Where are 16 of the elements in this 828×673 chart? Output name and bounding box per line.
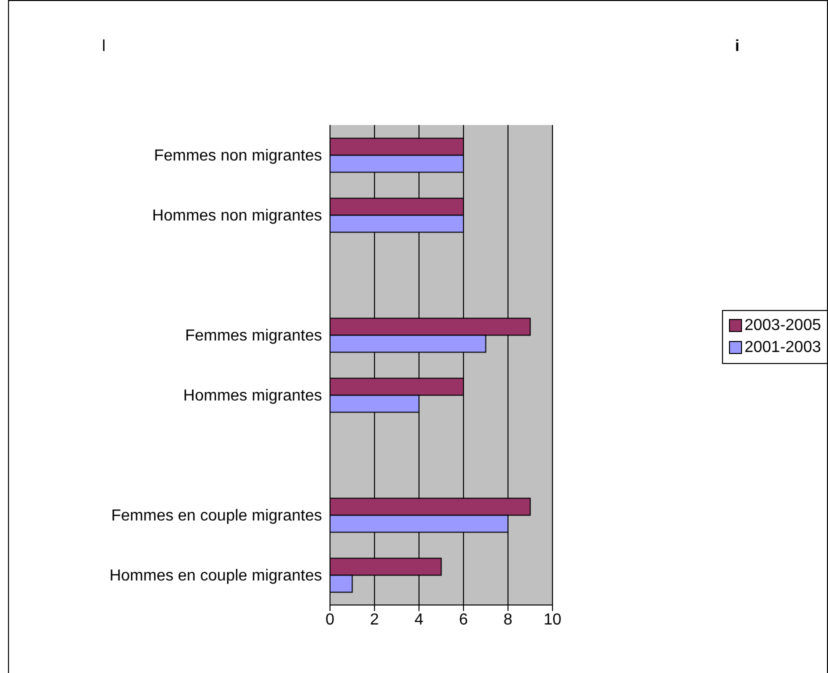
y-tick-label: Femmes migrantes xyxy=(185,328,322,345)
legend-label: 2001-2003 xyxy=(744,338,821,358)
y-tick-label: Hommes migrantes xyxy=(183,388,322,405)
y-tick-label: Hommes en couple migrantes xyxy=(109,568,322,585)
y-tick-label: Femmes non migrantes xyxy=(154,148,322,165)
legend-label: 2003-2005 xyxy=(744,316,821,336)
y-tick-label: Femmes en couple migrantes xyxy=(111,508,322,525)
x-tick-label: 6 xyxy=(459,611,468,628)
x-tick-label: 2 xyxy=(370,611,380,628)
x-tick-label: 8 xyxy=(504,611,513,628)
text: i xyxy=(735,38,740,56)
x-tick-label: 4 xyxy=(414,611,424,628)
x-tick-label: 10 xyxy=(544,611,562,628)
text: l xyxy=(102,38,106,56)
y-tick-label: Hommes non migrantes xyxy=(152,208,322,225)
x-tick-label: 0 xyxy=(326,611,335,628)
